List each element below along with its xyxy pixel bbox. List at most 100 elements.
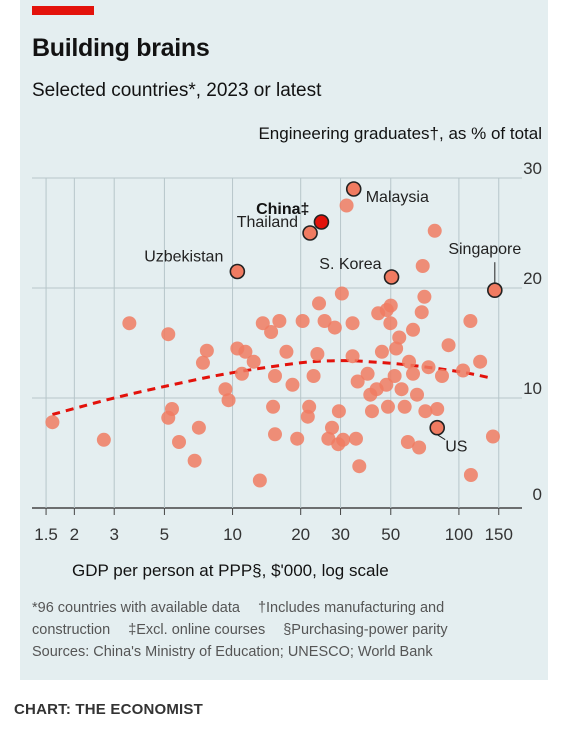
y-tick-label: 20 bbox=[523, 269, 542, 288]
labelled-point bbox=[313, 214, 330, 230]
data-point bbox=[364, 404, 379, 419]
data-point bbox=[412, 440, 427, 455]
x-tick-label: 10 bbox=[223, 525, 242, 544]
x-tick-label: 150 bbox=[485, 525, 513, 544]
data-point bbox=[427, 223, 442, 238]
x-tick-label: 2 bbox=[70, 525, 79, 544]
data-point bbox=[302, 399, 317, 414]
data-point bbox=[463, 314, 478, 328]
data-point bbox=[389, 341, 404, 356]
data-point bbox=[161, 327, 176, 342]
data-point bbox=[331, 404, 346, 419]
data-point bbox=[394, 382, 409, 397]
data-point bbox=[221, 393, 236, 408]
data-point bbox=[252, 473, 267, 488]
data-point bbox=[374, 344, 389, 359]
data-point bbox=[290, 431, 305, 446]
data-point bbox=[456, 363, 471, 378]
data-point bbox=[295, 314, 310, 328]
labelled-point bbox=[429, 419, 446, 436]
data-point bbox=[336, 432, 351, 447]
data-point bbox=[234, 366, 249, 381]
data-point bbox=[122, 316, 137, 331]
data-point bbox=[406, 322, 421, 337]
data-point bbox=[317, 314, 332, 328]
x-tick-label: 50 bbox=[381, 525, 400, 544]
footnote-sources: Sources: China's Ministry of Education; … bbox=[32, 644, 433, 660]
data-point bbox=[272, 314, 287, 328]
data-point bbox=[387, 369, 402, 383]
x-tick-label: 20 bbox=[291, 525, 310, 544]
footnote-countries: *96 countries with available data bbox=[32, 600, 240, 616]
data-point bbox=[191, 420, 206, 435]
data-point bbox=[255, 316, 270, 331]
chart-title: Building brains bbox=[32, 34, 210, 62]
data-point bbox=[352, 459, 367, 474]
data-point bbox=[199, 343, 214, 358]
footnote-online: ‡Excl. online courses bbox=[128, 622, 266, 638]
y-tick-label: 10 bbox=[523, 379, 542, 398]
data-point bbox=[339, 198, 354, 213]
chart-card bbox=[20, 0, 548, 680]
data-point bbox=[195, 355, 210, 370]
data-point bbox=[334, 286, 349, 301]
data-point bbox=[430, 402, 445, 416]
chart-credit: CHART: THE ECONOMIST bbox=[14, 701, 203, 718]
data-point bbox=[96, 432, 111, 447]
point-label: US bbox=[445, 439, 467, 456]
data-point bbox=[345, 316, 360, 331]
data-point bbox=[421, 360, 436, 375]
labelled-point bbox=[302, 225, 318, 241]
y-axis-label: Engineering graduates†, as % of total bbox=[258, 124, 542, 143]
point-label: S. Korea bbox=[319, 256, 381, 273]
data-point bbox=[285, 377, 300, 392]
data-point bbox=[414, 305, 429, 320]
data-point bbox=[161, 410, 176, 425]
chart-subtitle: Selected countries*, 2023 or latest bbox=[32, 80, 322, 101]
data-point bbox=[397, 399, 412, 414]
data-point bbox=[417, 289, 432, 304]
footnote-ppp: §Purchasing-power parity bbox=[283, 622, 448, 638]
data-point bbox=[187, 453, 202, 468]
x-tick-label: 30 bbox=[331, 525, 350, 544]
x-tick-label: 5 bbox=[160, 525, 169, 544]
data-points bbox=[45, 198, 500, 488]
data-point bbox=[383, 316, 398, 331]
data-point bbox=[324, 420, 339, 435]
data-point bbox=[360, 366, 375, 381]
labelled-point bbox=[383, 269, 400, 285]
data-point bbox=[310, 347, 325, 361]
footnote-line-1: *96 countries with available data †Includ… bbox=[32, 597, 532, 619]
data-point bbox=[246, 354, 261, 369]
data-point bbox=[348, 431, 363, 446]
footnotes: *96 countries with available data †Includ… bbox=[32, 597, 532, 663]
data-point bbox=[238, 344, 253, 359]
x-tick-label: 100 bbox=[445, 525, 473, 544]
data-point bbox=[485, 429, 500, 444]
data-point bbox=[350, 374, 365, 389]
data-point bbox=[268, 369, 283, 383]
data-point bbox=[415, 259, 430, 273]
data-point bbox=[279, 344, 294, 359]
point-label: Singapore bbox=[448, 241, 521, 258]
footnote-line-2: construction ‡Excl. online courses §Purcha… bbox=[32, 619, 532, 641]
point-label: Malaysia bbox=[366, 189, 429, 206]
data-point bbox=[406, 366, 421, 381]
point-label: Thailand bbox=[237, 214, 298, 231]
point-label: China‡ bbox=[256, 201, 309, 218]
data-point bbox=[172, 435, 187, 449]
labelled-point bbox=[487, 282, 503, 299]
data-point bbox=[268, 427, 283, 442]
footnote-construction: construction bbox=[32, 622, 111, 638]
x-axis-label: GDP per person at PPP§, $'000, log scale bbox=[72, 561, 389, 580]
data-point bbox=[410, 387, 425, 402]
data-point bbox=[434, 369, 449, 383]
y-tick-label: 0 bbox=[533, 485, 542, 504]
data-point bbox=[400, 435, 415, 449]
y-tick-label: 30 bbox=[523, 159, 542, 178]
data-point bbox=[306, 369, 321, 383]
axis-ticks: 0 10 20 30 1.5 2 3 5 10 20 30 50 100 150 bbox=[34, 159, 542, 544]
point-label: Uzbekistan bbox=[144, 249, 223, 266]
